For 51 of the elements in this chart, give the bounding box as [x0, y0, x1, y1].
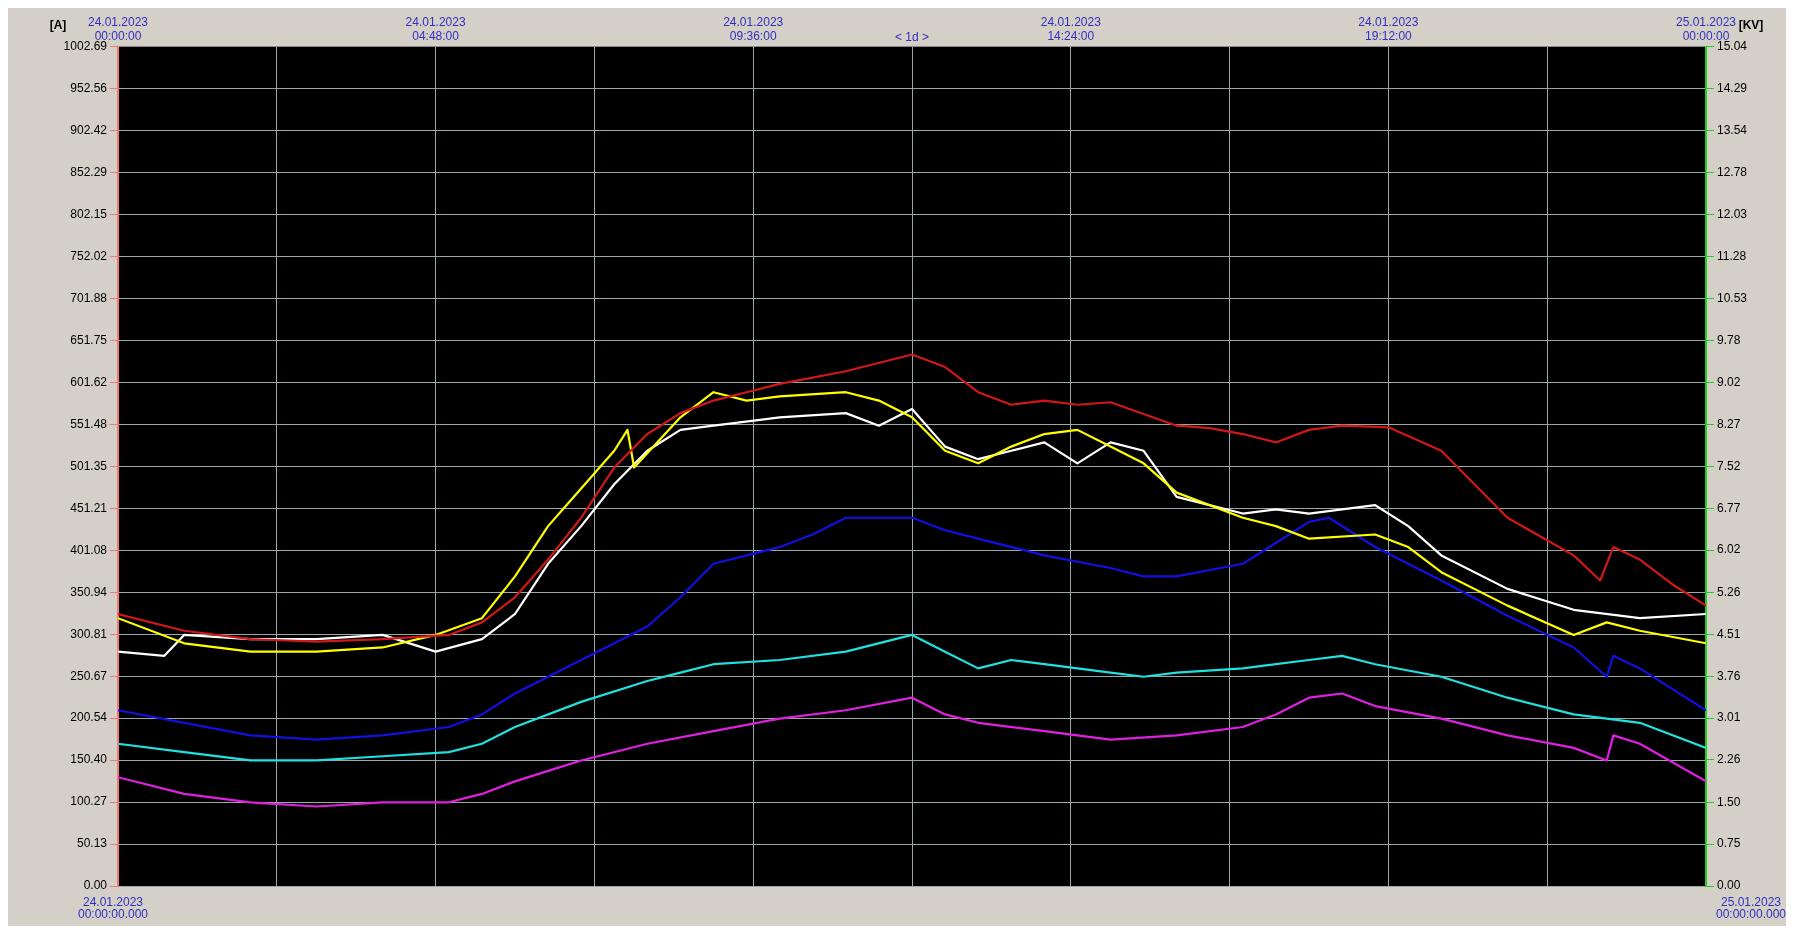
y2-tick-label: 13.54 [1717, 122, 1748, 137]
y-tick-label: 1002.69 [63, 39, 108, 54]
y2-tick-label: 12.03 [1717, 207, 1748, 222]
y-tick-label: 300.81 [70, 626, 108, 641]
y-tick-label: 952.56 [70, 81, 108, 96]
y2-tick-label: 8.27 [1717, 416, 1741, 431]
y-tick-label: 200.54 [70, 710, 108, 725]
y2-tick-label: 6.02 [1717, 542, 1741, 557]
y2-tick-label: 0.00 [1717, 878, 1741, 893]
y2-tick-label: 3.01 [1717, 710, 1741, 725]
text: < 1d > [894, 30, 930, 45]
y-tick-label: 150.40 [70, 752, 108, 767]
y2-tick-label: 10.53 [1717, 290, 1748, 305]
y-tick-label: 701.88 [70, 290, 108, 305]
y2-tick-label: 3.76 [1717, 668, 1741, 683]
y2-tick-label: 6.77 [1717, 500, 1741, 515]
y-tick-label: 50.13 [76, 836, 108, 851]
y2-tick-label: 2.26 [1717, 752, 1741, 767]
x-tick-label: 24.01.2023 09:36:00 [723, 14, 784, 43]
y2-tick-label: 14.29 [1717, 80, 1748, 95]
y-tick-label: 802.15 [70, 206, 108, 221]
y2-tick-label: 1.50 [1717, 794, 1741, 809]
y-tick-label: 852.29 [70, 164, 108, 179]
y-tick-label: 601.62 [70, 374, 108, 389]
y2-tick-label: 9.78 [1717, 332, 1741, 347]
y2-tick-label: 12.78 [1717, 165, 1748, 180]
y-axis-title: [A] [49, 18, 67, 33]
y-tick-label: 250.67 [70, 668, 108, 683]
y-tick-label: 651.75 [70, 332, 108, 347]
x-tick-label: 24.01.2023 04:48:00 [405, 14, 466, 43]
y2-tick-label: 15.04 [1717, 39, 1748, 54]
y2-axis-title: [KV] [1738, 18, 1764, 33]
y2-tick-label: 4.51 [1717, 626, 1741, 641]
x-tick-label: 24.01.2023 14:24:00 [1040, 14, 1102, 43]
y2-tick-label: 9.02 [1717, 375, 1741, 390]
y2-tick-label: 7.52 [1717, 458, 1741, 473]
y-tick-label: 501.35 [70, 458, 108, 473]
y-tick-label: 401.08 [70, 542, 108, 557]
y2-tick-label: 5.26 [1717, 584, 1741, 599]
y2-tick-label: 11.28 [1717, 248, 1747, 263]
text: 25.01.2023 00:00:00.000 [1715, 895, 1787, 922]
y-tick-label: 350.94 [70, 584, 108, 599]
y-tick-label: 551.48 [70, 416, 108, 431]
x-tick-label: 24.01.2023 19:12:00 [1358, 14, 1419, 43]
text: 24.01.2023 00:00:00.000 [77, 895, 149, 922]
y-tick-label: 752.02 [70, 248, 108, 263]
y-tick-label: 100.27 [70, 794, 108, 809]
y-tick-label: 451.21 [70, 500, 108, 515]
y2-tick-label: 0.75 [1717, 836, 1741, 851]
y-tick-label: 0.00 [83, 878, 108, 893]
y-tick-label: 902.42 [70, 123, 108, 138]
